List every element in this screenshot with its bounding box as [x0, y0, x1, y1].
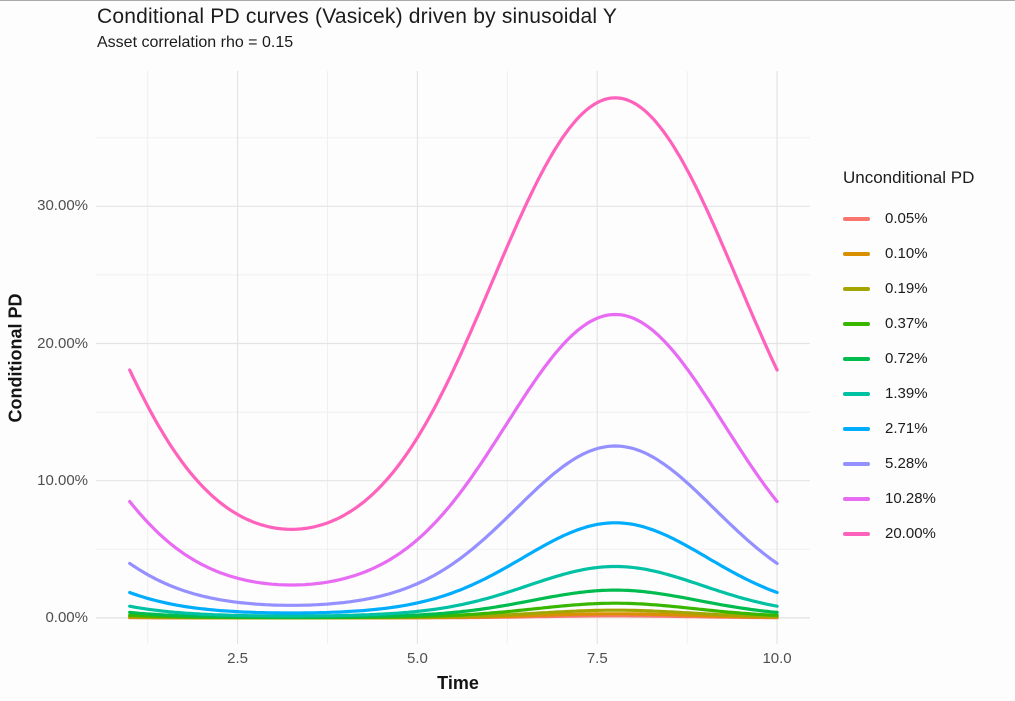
curve-line-5.28%: [128, 444, 779, 607]
curve-line-1.39%: [128, 564, 779, 618]
x-axis-title: Time: [437, 673, 479, 693]
x-tick-label: 10.0: [762, 650, 792, 667]
y-axis-title: Conditional PD: [5, 293, 26, 423]
legend-item: 0.05%: [843, 201, 974, 236]
legend-label: 2.71%: [885, 420, 928, 437]
chart-subtitle: Asset correlation rho = 0.15: [97, 34, 294, 51]
legend-label: 0.19%: [885, 280, 928, 297]
legend-item: 10.28%: [843, 481, 974, 516]
legend-swatch-icon: [843, 461, 870, 466]
legend-swatch-icon: [843, 251, 870, 256]
legend-swatch-icon: [843, 391, 870, 396]
x-tick-label: 5.0: [406, 650, 428, 667]
legend-swatch-icon: [843, 531, 870, 536]
legend-label: 0.10%: [885, 245, 928, 262]
y-tick-label: 30.00%: [37, 197, 88, 215]
legend-label: 1.39%: [885, 385, 928, 402]
legend-swatch-icon: [843, 321, 870, 326]
legend-item: 0.19%: [843, 271, 974, 306]
curve-line-2.71%: [128, 521, 779, 615]
legend-swatch-icon: [843, 216, 870, 221]
chart-title: Conditional PD curves (Vasicek) driven b…: [97, 5, 618, 28]
x-tick-label: 2.5: [227, 650, 249, 667]
y-tick-label: 20.00%: [37, 334, 88, 352]
legend-swatch-icon: [843, 356, 870, 361]
curve-line-20.00%: [128, 96, 779, 531]
y-tick-label: 0.00%: [45, 608, 88, 626]
curves-group: [128, 96, 779, 620]
legend-label: 20.00%: [885, 525, 936, 542]
legend-title: Unconditional PD: [843, 168, 975, 187]
legend-label: 0.37%: [885, 315, 928, 332]
legend-item: 2.71%: [843, 411, 974, 446]
legend-item: 0.37%: [843, 306, 974, 341]
legend-swatch-icon: [843, 426, 870, 431]
x-tick-label: 7.5: [586, 650, 608, 667]
gridlines-major: [96, 71, 810, 644]
legend-items: 0.05% 0.10% 0.19% 0.37% 0.72% 1.39% 2.71% 5.28%…: [843, 201, 974, 551]
legend-swatch-icon: [843, 496, 870, 501]
legend: Unconditional PD 0.05% 0.10% 0.19% 0.37% 0.7…: [843, 167, 974, 551]
legend-label: 5.28%: [885, 455, 928, 472]
y-tick-label: 10.00%: [37, 471, 88, 489]
legend-swatch-icon: [843, 286, 870, 291]
gridlines-minor: [96, 71, 810, 644]
legend-item: 1.39%: [843, 376, 974, 411]
legend-item: 5.28%: [843, 446, 974, 481]
curve-line-10.28%: [128, 312, 779, 587]
legend-label: 0.72%: [885, 350, 928, 367]
legend-label: 0.05%: [885, 210, 928, 227]
legend-item: 0.72%: [843, 341, 974, 376]
legend-label: 10.28%: [885, 490, 936, 507]
legend-item: 20.00%: [843, 516, 974, 551]
legend-item: 0.10%: [843, 236, 974, 271]
